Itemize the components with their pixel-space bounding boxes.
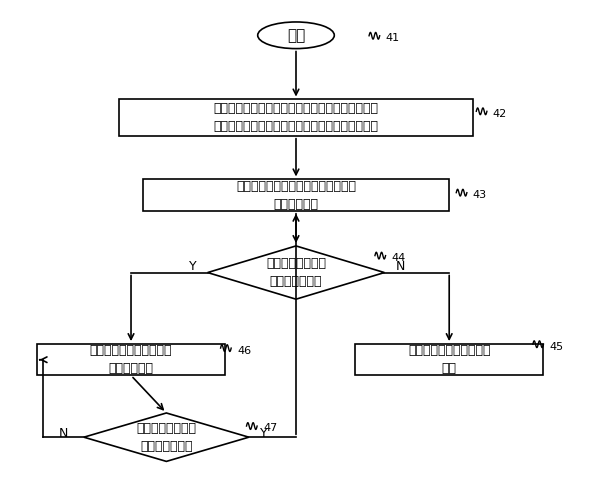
Text: 43: 43 xyxy=(473,190,487,200)
Text: 开始: 开始 xyxy=(287,28,305,43)
Text: 41: 41 xyxy=(385,33,400,43)
Text: N: N xyxy=(59,427,68,440)
Text: 47: 47 xyxy=(263,424,277,433)
Text: 信号机控制各车道工作在
交替放行状态: 信号机控制各车道工作在 交替放行状态 xyxy=(90,344,172,375)
Text: 42: 42 xyxy=(493,109,507,119)
Text: 在快速路出口辅路上游变道处为每个车道设置停车
线及信号灯，在停车线前为每个车道设置检测装置: 在快速路出口辅路上游变道处为每个车道设置停车 线及信号灯，在停车线前为每个车道设… xyxy=(214,102,378,133)
Text: 存在大于交替放行
触发值的信号？: 存在大于交替放行 触发值的信号？ xyxy=(266,257,326,288)
Text: 46: 46 xyxy=(237,345,251,356)
Text: 信号机控制各车道工作在
常态: 信号机控制各车道工作在 常态 xyxy=(408,344,490,375)
Text: Y: Y xyxy=(260,427,268,440)
Text: N: N xyxy=(396,260,406,273)
Text: 45: 45 xyxy=(549,342,564,352)
Text: 信号机接收并判断各检测装置传输的
车辆拥堵信号: 信号机接收并判断各检测装置传输的 车辆拥堵信号 xyxy=(236,180,356,210)
Text: Y: Y xyxy=(189,260,197,273)
Text: 44: 44 xyxy=(391,253,406,263)
Text: 所有信号均小于交
替放行关闭值？: 所有信号均小于交 替放行关闭值？ xyxy=(136,422,197,453)
